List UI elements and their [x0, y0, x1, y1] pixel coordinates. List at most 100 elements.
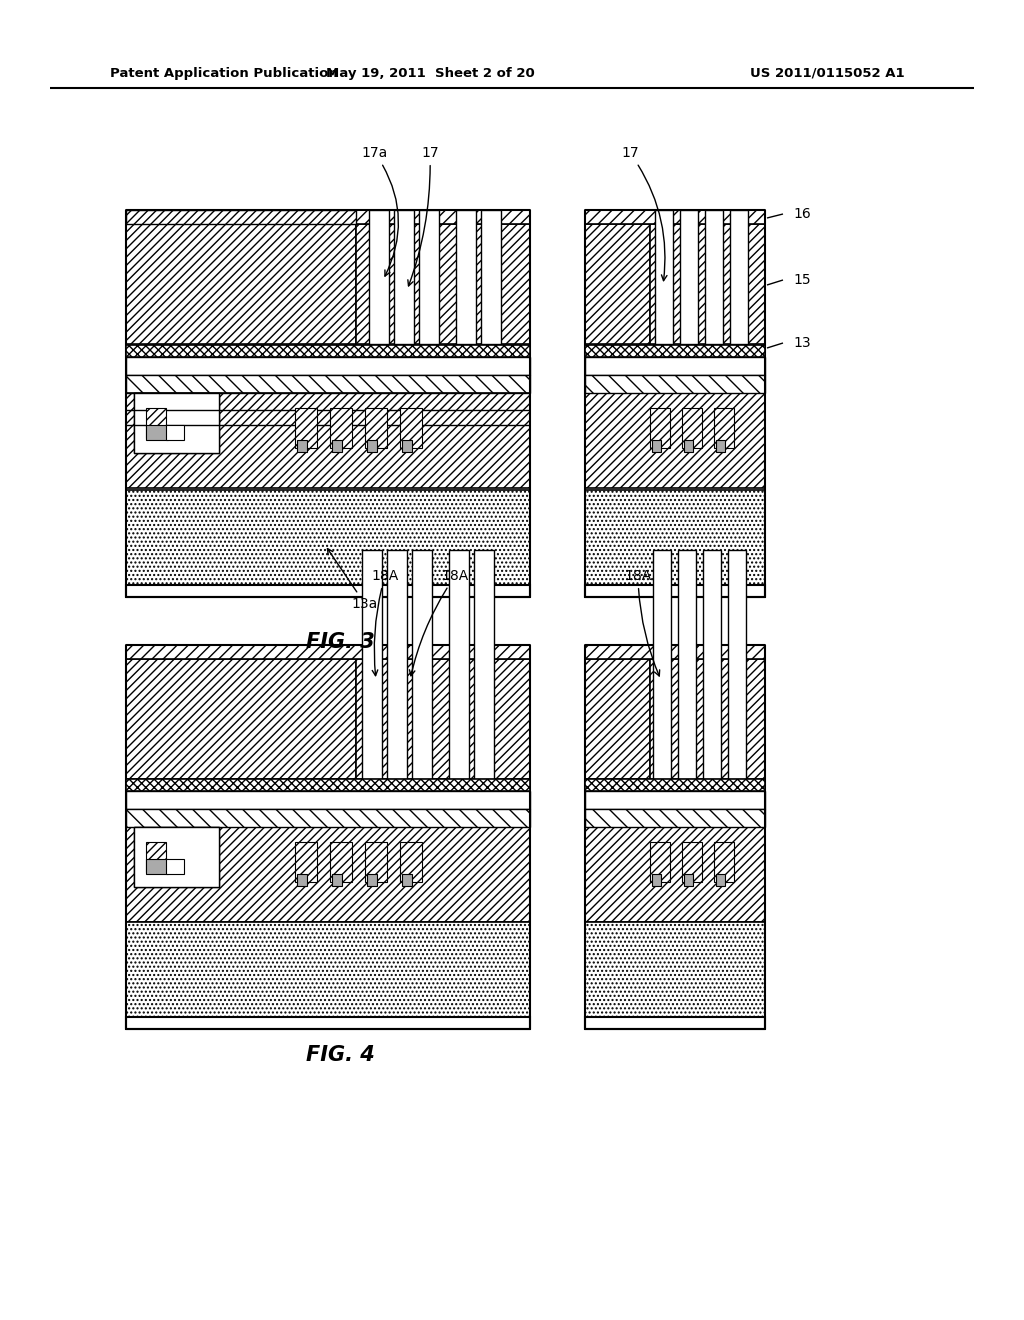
Bar [705, 210, 723, 345]
Bar [402, 874, 412, 886]
Bar [330, 842, 352, 882]
Bar [146, 408, 166, 438]
Text: 17: 17 [408, 147, 439, 286]
Text: 13: 13 [793, 337, 811, 350]
Bar [332, 874, 342, 886]
Bar [655, 210, 673, 345]
Bar [297, 440, 307, 451]
Bar [419, 210, 439, 345]
Bar [126, 210, 356, 224]
Bar [367, 440, 377, 451]
Bar [474, 550, 494, 779]
Bar [585, 224, 650, 345]
Bar [146, 842, 166, 873]
Text: 13a: 13a [328, 549, 378, 611]
Text: 18A: 18A [372, 569, 398, 676]
Bar [650, 842, 670, 882]
Bar [297, 874, 307, 886]
Bar [126, 224, 356, 345]
Bar [682, 408, 702, 447]
Bar [730, 210, 748, 345]
Text: 18A: 18A [410, 569, 469, 676]
Bar [126, 375, 530, 393]
Bar [394, 210, 414, 345]
Bar [585, 791, 765, 809]
Bar [585, 356, 765, 375]
Bar [126, 210, 530, 224]
Bar [126, 1016, 530, 1030]
Bar [585, 659, 650, 779]
Bar [365, 842, 387, 882]
Bar [126, 659, 356, 779]
Bar [585, 375, 765, 393]
Bar [680, 210, 698, 345]
Bar [126, 809, 530, 828]
Bar [134, 393, 219, 453]
Bar [585, 1016, 765, 1030]
Bar [714, 408, 734, 447]
Bar [126, 645, 530, 659]
Bar [585, 828, 765, 921]
Text: 16: 16 [793, 207, 811, 220]
Bar [650, 224, 765, 345]
Bar [714, 842, 734, 882]
Bar [716, 874, 725, 886]
Bar [356, 224, 530, 345]
Bar [365, 408, 387, 447]
Text: Patent Application Publication: Patent Application Publication [110, 66, 338, 79]
Bar [400, 842, 422, 882]
Bar [126, 490, 530, 590]
Bar [126, 585, 530, 597]
Bar [684, 440, 693, 451]
Bar [134, 393, 219, 453]
Bar [585, 210, 765, 224]
Text: FIG. 3: FIG. 3 [305, 632, 375, 652]
Text: 18A: 18A [625, 569, 659, 676]
Bar [126, 393, 530, 488]
Bar [716, 440, 725, 451]
Bar [585, 585, 765, 597]
Bar [682, 842, 702, 882]
Bar [652, 440, 662, 451]
Bar [166, 425, 184, 440]
Bar [126, 779, 530, 791]
Text: 17: 17 [622, 147, 667, 281]
Bar [166, 859, 184, 874]
Bar [146, 859, 168, 874]
Bar [728, 550, 746, 779]
Bar [126, 921, 530, 1022]
Bar [456, 210, 476, 345]
Bar [678, 550, 696, 779]
Bar [332, 440, 342, 451]
Bar [362, 550, 382, 779]
Bar [585, 645, 765, 659]
Bar [126, 791, 530, 809]
Text: FIG. 4: FIG. 4 [305, 1045, 375, 1065]
Bar [146, 425, 168, 440]
Bar [585, 809, 765, 828]
Bar [387, 550, 407, 779]
Bar [134, 828, 219, 887]
Bar [295, 842, 317, 882]
Bar [585, 921, 765, 1022]
Bar [703, 550, 721, 779]
Bar [585, 393, 765, 488]
Bar [650, 659, 765, 779]
Bar [356, 659, 530, 779]
Bar [684, 874, 693, 886]
Bar [295, 408, 317, 447]
Bar [367, 874, 377, 886]
Bar [400, 408, 422, 447]
Text: 15: 15 [793, 273, 811, 286]
Bar [402, 440, 412, 451]
Bar [652, 874, 662, 886]
Text: 17a: 17a [361, 147, 398, 276]
Bar [650, 408, 670, 447]
Text: May 19, 2011  Sheet 2 of 20: May 19, 2011 Sheet 2 of 20 [326, 66, 535, 79]
Bar [330, 408, 352, 447]
Bar [585, 490, 765, 590]
Bar [134, 828, 219, 887]
Bar [653, 550, 671, 779]
Bar [481, 210, 501, 345]
Bar [449, 550, 469, 779]
